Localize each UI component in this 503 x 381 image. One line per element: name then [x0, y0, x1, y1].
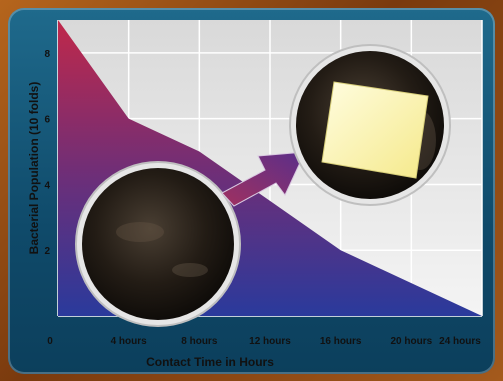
x-tick-label: 0 [47, 336, 53, 347]
x-tick-label: 20 hours [390, 336, 432, 347]
x-tick-labels: 0 4 hours 8 hours 12 hours 16 hours 20 hours 2… [47, 336, 481, 347]
y-tick-label: 8 [44, 49, 50, 60]
x-tick-label: 12 hours [249, 336, 291, 347]
petri-dish-right [289, 44, 451, 206]
x-tick-label: 16 hours [320, 336, 362, 347]
x-tick-label: 24 hours [439, 336, 481, 347]
x-axis-title: Contact Time in Hours [146, 355, 274, 369]
y-tick-labels: 2 4 6 8 [44, 49, 50, 257]
x-tick-label: 4 hours [111, 336, 148, 347]
sample-paper [321, 81, 429, 179]
arrow-icon [221, 151, 306, 207]
x-tick-label: 8 hours [181, 336, 218, 347]
petri-dish-left [75, 161, 241, 327]
y-tick-label: 6 [44, 115, 50, 126]
y-tick-label: 2 [44, 246, 50, 257]
y-axis-title: Bacterial Population (10 folds) [27, 82, 41, 255]
y-tick-label: 4 [44, 180, 50, 191]
